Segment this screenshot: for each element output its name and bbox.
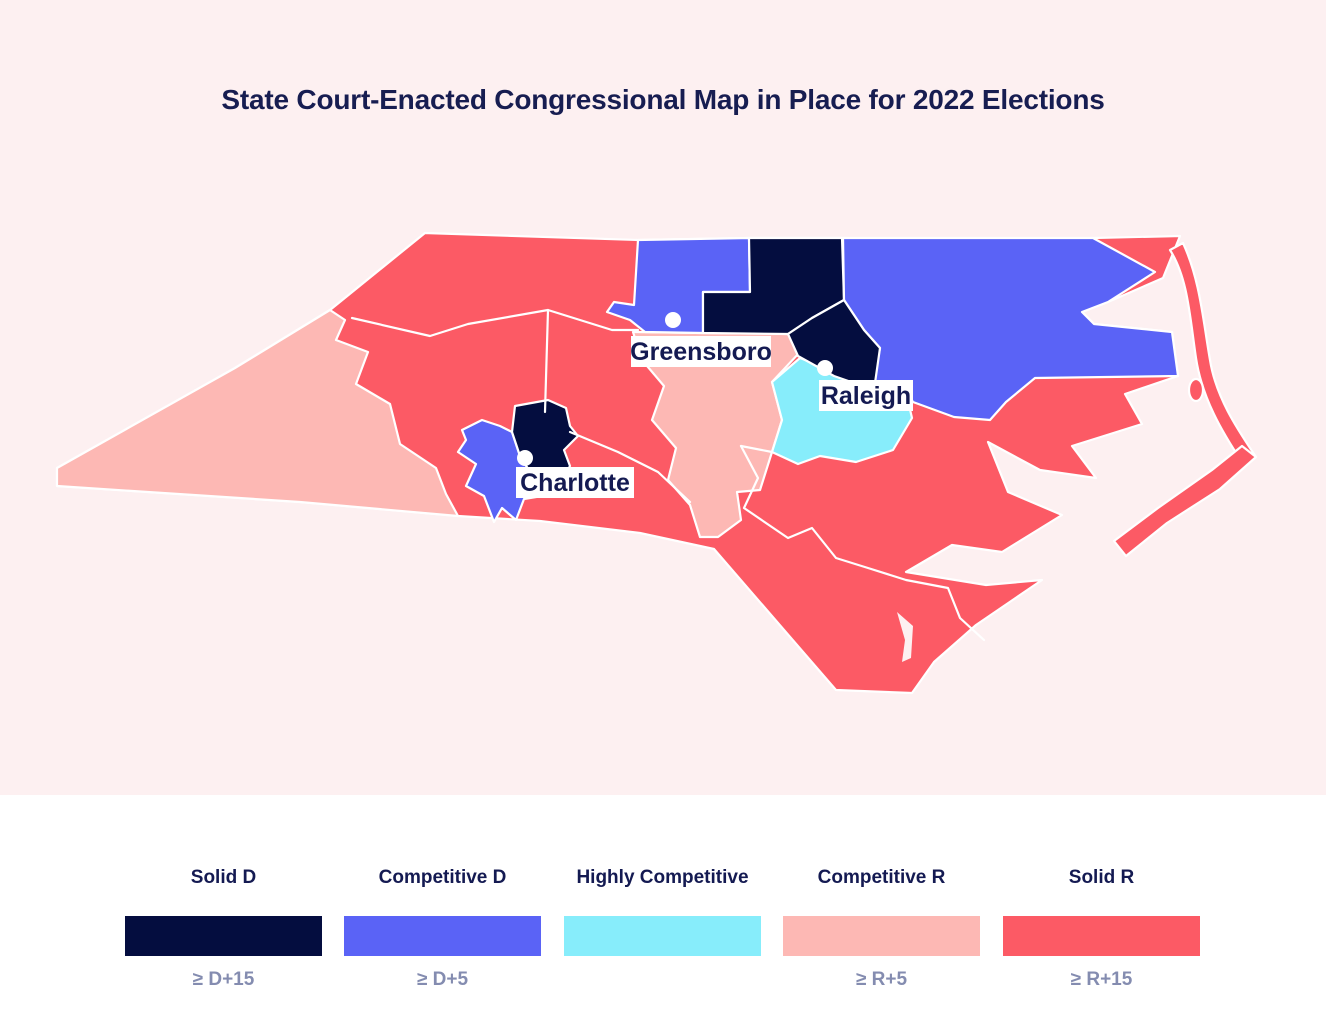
map-section: State Court-Enacted Congressional Map in… [0, 0, 1326, 795]
outer-banks-island [1187, 377, 1205, 403]
legend-label: Competitive D [378, 867, 507, 888]
charlotte-dot [517, 450, 533, 466]
north-carolina-map: Greensboro Raleigh Charlotte [55, 231, 1258, 695]
district-raleigh [786, 298, 882, 392]
legend-range: ≥ R+5 [855, 969, 908, 990]
district-boundary-line [739, 444, 986, 642]
district-boundary-line [568, 430, 692, 504]
district-far-west [55, 308, 460, 518]
charlotte-label-box [516, 467, 634, 498]
legend-item-highly-competitive: Highly Competitive [564, 867, 761, 991]
raleigh-label: Raleigh [819, 380, 913, 411]
raleigh-label-text: Raleigh [821, 382, 911, 410]
legend-swatch-solid-r [1003, 916, 1200, 956]
legend-range: ≥ D+15 [192, 969, 255, 990]
cape-fear-inlet [897, 612, 913, 662]
legend-swatch-highly-competitive [564, 916, 761, 956]
greensboro-label-text: Greensboro [630, 338, 772, 366]
district-boundary-line [739, 444, 774, 454]
legend-label: Highly Competitive [576, 867, 749, 888]
raleigh-label-box [819, 380, 913, 411]
greensboro-label-box [631, 336, 771, 367]
outer-banks-south [1112, 444, 1258, 558]
charlotte-label-text: Charlotte [520, 469, 630, 497]
legend-item-solid-r: Solid R ≥ R+15 [1003, 867, 1200, 991]
legend-range: ≥ R+15 [1070, 969, 1133, 990]
district-boundary-line [350, 308, 640, 338]
legend: Solid D ≥ D+15 Competitive D ≥ D+5 Highl… [0, 795, 1326, 1027]
legend-label: Solid D [190, 867, 257, 888]
legend-item-competitive-r: Competitive R ≥ R+5 [783, 867, 980, 991]
legend-swatch-competitive-r [783, 916, 980, 956]
legend-label: Solid R [1068, 867, 1135, 888]
legend-swatch-competitive-d [344, 916, 541, 956]
legend-swatch-solid-d [125, 916, 322, 956]
charlotte-label: Charlotte [516, 467, 634, 498]
outer-banks-north [1168, 241, 1258, 464]
legend-item-solid-d: Solid D ≥ D+15 [125, 867, 322, 991]
page-title: State Court-Enacted Congressional Map in… [221, 84, 1105, 115]
legend-item-competitive-d: Competitive D ≥ D+5 [344, 867, 541, 991]
district-boundary-line [543, 308, 550, 414]
raleigh-dot [817, 360, 833, 376]
legend-label: Competitive R [817, 867, 946, 888]
greensboro-dot [665, 312, 681, 328]
legend-range: ≥ D+5 [416, 969, 469, 990]
legend-range [564, 969, 761, 991]
greensboro-label: Greensboro [630, 336, 772, 367]
